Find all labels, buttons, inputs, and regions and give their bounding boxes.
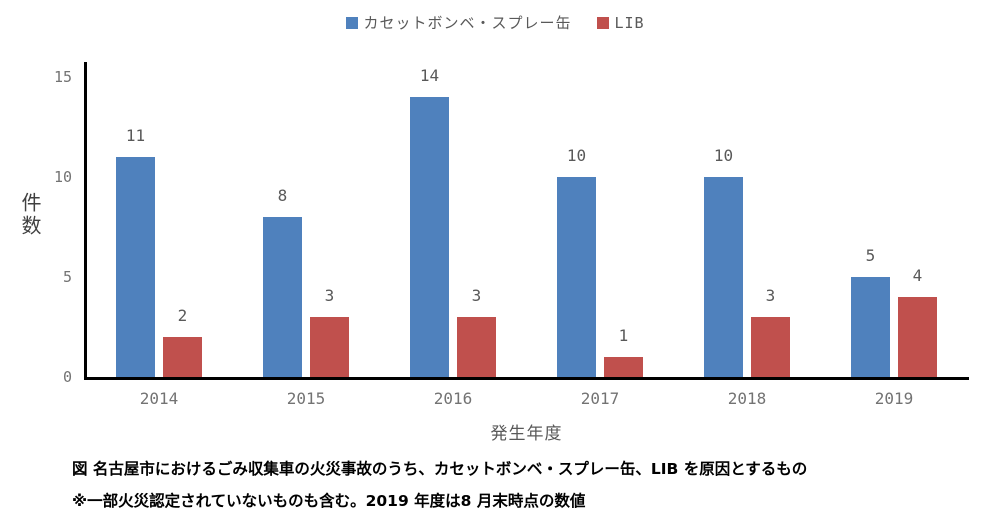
bar-lib-2017 <box>604 357 643 377</box>
legend-label-lib: LIB <box>614 13 645 32</box>
data-label-lib-2019: 4 <box>912 266 923 285</box>
x-tick-label-2019: 2019 <box>874 389 914 408</box>
x-tick-label-2017: 2017 <box>580 389 620 408</box>
data-label-lib-2017: 1 <box>618 326 629 345</box>
bar-lib-2014 <box>163 337 202 377</box>
chart-legend: カセットボンベ・スプレー缶 LIB <box>0 12 991 33</box>
bar-cassette-spray-2019 <box>851 277 890 377</box>
y-tick-label-5: 5 <box>62 268 72 286</box>
data-label-cassette-spray-2014: 11 <box>125 126 146 145</box>
y-axis-title: 件数 <box>18 192 42 238</box>
bar-cassette-spray-2018 <box>704 177 743 377</box>
bar-cassette-spray-2015 <box>263 217 302 377</box>
data-label-lib-2018: 3 <box>765 286 776 305</box>
data-label-cassette-spray-2016: 14 <box>419 66 440 85</box>
data-label-cassette-spray-2018: 10 <box>713 146 734 165</box>
bar-cassette-spray-2016 <box>410 97 449 377</box>
y-tick-label-15: 15 <box>53 68 72 86</box>
x-tick-label-2016: 2016 <box>433 389 473 408</box>
caption-line-2: ※一部火災認定されていないものも含む。2019 年度は8 月末時点の数値 <box>72 492 586 510</box>
data-label-lib-2015: 3 <box>324 286 335 305</box>
x-tick-label-2015: 2015 <box>286 389 326 408</box>
x-axis-title: 発生年度 <box>490 424 563 444</box>
caption-line-1: 図 名古屋市におけるごみ収集車の火災事故のうち、カセットボンベ・スプレー缶、LI… <box>72 460 808 478</box>
bar-lib-2019 <box>898 297 937 377</box>
data-label-lib-2016: 3 <box>471 286 482 305</box>
data-label-cassette-spray-2017: 10 <box>566 146 587 165</box>
legend-item-cassette-spray: カセットボンベ・スプレー缶 <box>346 12 571 33</box>
legend-label-cassette-spray: カセットボンベ・スプレー缶 <box>363 14 572 32</box>
y-tick-label-0: 0 <box>62 368 72 386</box>
bar-lib-2016 <box>457 317 496 377</box>
bar-lib-2015 <box>310 317 349 377</box>
y-tick-label-10: 10 <box>53 168 72 186</box>
data-label-cassette-spray-2019: 5 <box>865 246 876 265</box>
y-axis-line <box>84 62 87 379</box>
legend-item-lib: LIB <box>597 14 644 32</box>
bar-lib-2018 <box>751 317 790 377</box>
bar-cassette-spray-2014 <box>116 157 155 377</box>
red-square-icon <box>597 16 610 29</box>
x-axis-line <box>84 377 969 380</box>
data-label-lib-2014: 2 <box>177 306 188 325</box>
data-label-cassette-spray-2015: 8 <box>277 186 288 205</box>
figure-caption: 図 名古屋市におけるごみ収集車の火災事故のうち、カセットボンベ・スプレー缶、LI… <box>72 457 807 521</box>
x-tick-label-2018: 2018 <box>727 389 767 408</box>
bar-cassette-spray-2017 <box>557 177 596 377</box>
x-tick-label-2014: 2014 <box>139 389 179 408</box>
blue-square-icon <box>346 16 359 29</box>
